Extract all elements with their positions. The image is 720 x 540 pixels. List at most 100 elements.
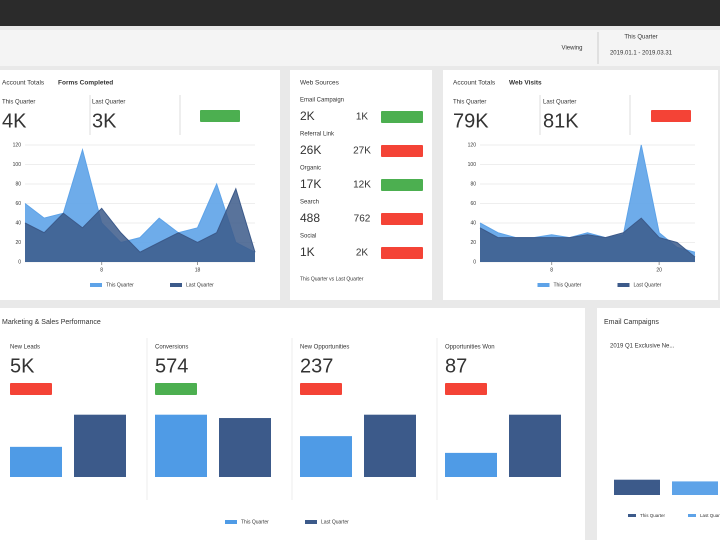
- badge: [381, 213, 423, 225]
- legend-label: This Quarter: [554, 282, 582, 288]
- card: [597, 308, 720, 540]
- source-label: Organic: [300, 166, 321, 172]
- badge: [300, 383, 342, 395]
- panel-value: 87: [445, 355, 467, 377]
- toolbar: [0, 30, 720, 66]
- period[interactable]: This Quarter: [624, 35, 657, 41]
- area-line: [479, 217, 696, 258]
- card-title-prefix: Account Totals: [2, 80, 45, 87]
- card-title-prefix: Account Totals: [453, 80, 496, 87]
- badge: [155, 383, 197, 395]
- badge: [381, 145, 423, 157]
- y-tick-label: 80: [15, 181, 21, 187]
- y-tick-label: 40: [470, 220, 476, 226]
- source-this: 26K: [300, 143, 321, 157]
- legend-swatch: [170, 283, 182, 287]
- legend-label: This Quarter: [241, 519, 269, 525]
- source-this: 2K: [300, 109, 315, 123]
- legend-swatch: [305, 520, 317, 524]
- bar: [10, 446, 62, 477]
- area-fill: [480, 218, 695, 262]
- panel-label: New Opportunities: [300, 345, 349, 351]
- source-this: 17K: [300, 177, 321, 191]
- bar: [364, 414, 416, 477]
- x-tick-label: 18: [195, 267, 201, 273]
- source-last: 2K: [356, 248, 369, 259]
- y-tick-label: 80: [470, 181, 476, 187]
- y-tick-label: 60: [15, 201, 21, 207]
- y-tick-label: 60: [470, 201, 476, 207]
- kpi-value: 79K: [453, 110, 489, 132]
- source-label: Referral Link: [300, 132, 335, 138]
- panel-label: Conversions: [155, 345, 188, 351]
- bar: [614, 479, 660, 495]
- x-tick-label: 8: [550, 267, 553, 273]
- area-fill: [25, 188, 255, 262]
- badge: [381, 179, 423, 191]
- bar: [219, 418, 271, 477]
- x-tick-label: 8: [100, 267, 103, 273]
- y-tick-label: 100: [13, 162, 22, 168]
- legend-label: This Quarter: [640, 513, 666, 518]
- area-line: [24, 187, 256, 253]
- bar: [509, 414, 561, 477]
- y-tick-label: 0: [18, 259, 21, 265]
- y-tick-label: 0: [473, 259, 476, 265]
- card-title: Email Campaigns: [604, 319, 659, 326]
- legend-label: This Quarter: [106, 282, 134, 288]
- kpi-value: 4K: [2, 110, 27, 132]
- source-last: 27K: [353, 146, 371, 157]
- legend-label: Last Quarter: [186, 282, 214, 288]
- kpi-label: This Quarter: [453, 100, 486, 106]
- source-label: Social: [300, 234, 316, 240]
- legend-swatch: [688, 514, 696, 517]
- kpi-value: 3K: [92, 110, 117, 132]
- card-title: Forms Completed: [58, 80, 113, 87]
- kpi-value: 81K: [543, 110, 579, 132]
- y-tick-label: 100: [468, 162, 477, 168]
- bar: [445, 452, 497, 477]
- date-range[interactable]: 2019.01.1 - 2019.03.31: [610, 51, 673, 57]
- kpi-label: Last Quarter: [543, 100, 576, 106]
- panel-label: New Leads: [10, 345, 40, 351]
- y-tick-label: 20: [470, 240, 476, 246]
- bar: [74, 414, 126, 477]
- badge: [200, 110, 240, 122]
- source-label: Email Campaign: [300, 98, 344, 104]
- legend-swatch: [537, 283, 550, 287]
- badge: [445, 383, 487, 395]
- card: [0, 70, 280, 300]
- legend-label: Last Quarter: [700, 513, 720, 518]
- card-title: Marketing & Sales Performance: [2, 319, 101, 326]
- legend-swatch: [628, 514, 636, 517]
- source-this: 1K: [300, 245, 315, 259]
- card-title: Web Sources: [300, 80, 340, 87]
- panel-value: 574: [155, 355, 188, 377]
- source-last: 12K: [353, 180, 371, 191]
- y-tick-label: 20: [15, 240, 21, 246]
- bar: [672, 481, 718, 495]
- campaign-link[interactable]: 2019 Q1 Exclusive Ne...: [610, 344, 675, 350]
- panel-value: 237: [300, 355, 333, 377]
- source-last: 762: [354, 214, 371, 225]
- source-label: Search: [300, 200, 319, 206]
- legend-label: Last Quarter: [321, 519, 349, 525]
- badge: [10, 383, 52, 395]
- source-this: 488: [300, 211, 320, 225]
- legend-label: Last Quarter: [634, 282, 662, 288]
- badge: [381, 247, 423, 259]
- legend-swatch: [225, 520, 237, 524]
- y-tick-label: 40: [15, 220, 21, 226]
- panel-label: Opportunities Won: [445, 345, 495, 351]
- badge: [381, 111, 423, 123]
- source-last: 1K: [356, 112, 369, 123]
- legend-swatch: [617, 283, 630, 287]
- card-title: Web Visits: [509, 80, 542, 87]
- y-tick-label: 120: [468, 142, 477, 148]
- bar: [300, 436, 352, 477]
- kpi-label: Last Quarter: [92, 100, 125, 106]
- note: This Quarter vs Last Quarter: [300, 276, 364, 282]
- kpi-label: This Quarter: [2, 100, 35, 106]
- filter-label[interactable]: Viewing: [562, 46, 583, 52]
